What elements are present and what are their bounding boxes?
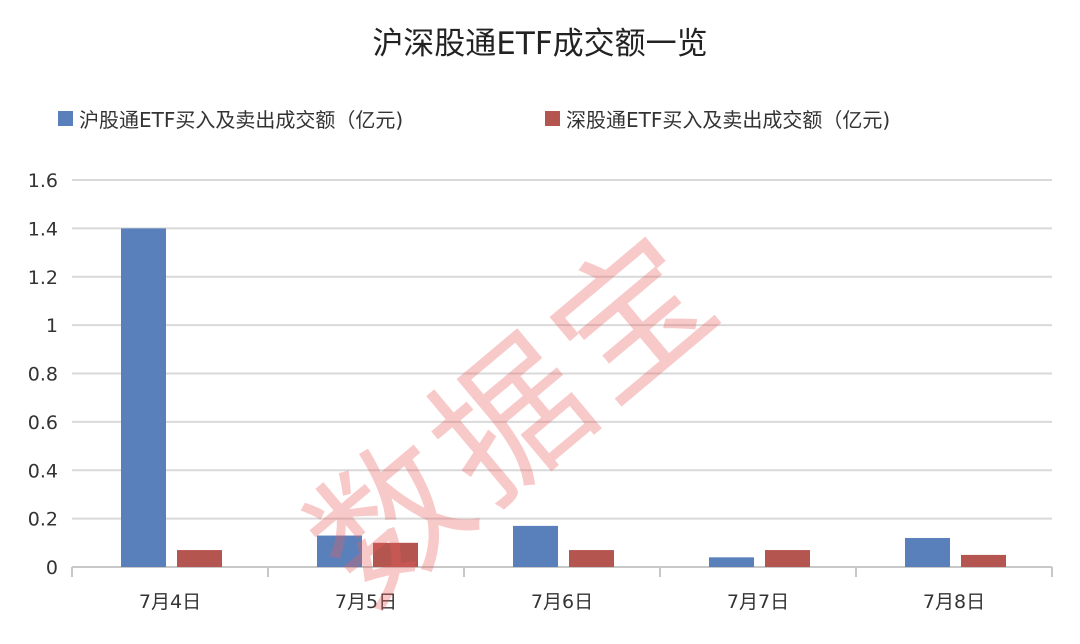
- y-tick-label: 0.2: [28, 509, 58, 531]
- legend-swatch-sh: [58, 111, 73, 126]
- bar-sz: [569, 550, 614, 567]
- chart-title: 沪深股通ETF成交额一览: [372, 26, 708, 62]
- bar-sz: [961, 554, 1006, 567]
- x-tick-label: 7月5日: [335, 591, 397, 613]
- y-tick-label: 0.8: [28, 364, 58, 386]
- bar-sh: [709, 557, 754, 567]
- x-tick-label: 7月4日: [139, 591, 201, 613]
- y-tick-label: 0.6: [28, 412, 58, 434]
- x-tick-label: 7月8日: [923, 591, 985, 613]
- y-tick-label: 0: [46, 557, 58, 579]
- y-tick-label: 1: [46, 315, 58, 337]
- y-tick-label: 1.6: [28, 170, 58, 192]
- bar-sz: [373, 542, 418, 567]
- bar-sz: [177, 550, 222, 567]
- y-tick-label: 1.4: [28, 218, 58, 240]
- bar-sz: [765, 550, 810, 567]
- bar-sh: [905, 537, 950, 567]
- bar-sh: [513, 525, 558, 567]
- legend-swatch-sz: [545, 111, 560, 126]
- legend-label-sh: 沪股通ETF买入及卖出成交额（亿元): [79, 108, 404, 132]
- legend-label-sz: 深股通ETF买入及卖出成交额（亿元): [566, 108, 891, 132]
- bar-sh: [121, 228, 166, 567]
- bar-sh: [317, 535, 362, 567]
- legend-item-sz: 深股通ETF买入及卖出成交额（亿元): [545, 104, 890, 133]
- x-tick-label: 7月7日: [727, 591, 789, 613]
- legend-item-sh: 沪股通ETF买入及卖出成交额（亿元): [58, 104, 403, 133]
- y-tick-label: 1.2: [28, 267, 58, 289]
- y-tick-label: 0.4: [28, 460, 58, 482]
- x-tick-label: 7月6日: [531, 591, 593, 613]
